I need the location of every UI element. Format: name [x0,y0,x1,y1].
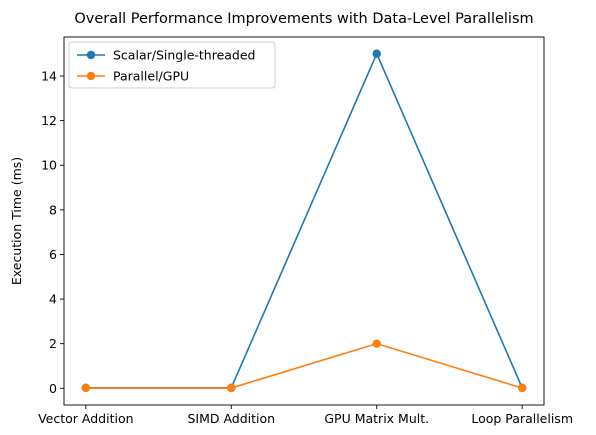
data-point [372,49,381,58]
y-tick-label: 10 [41,158,57,173]
data-point [517,383,527,393]
series-line-1 [85,52,523,389]
legend-entry-2: Parallel/GPU [113,69,189,84]
y-tick-label: 6 [49,247,57,262]
y-tick-label: 14 [41,69,57,84]
y-tick-label: 8 [49,202,57,217]
x-tick-label: Loop Parallelism [471,411,573,426]
data-point [81,383,91,393]
plot-area [81,49,527,393]
x-tick-label: GPU Matrix Mult. [324,411,429,426]
legend-marker-1 [86,50,96,60]
legend-entry-1: Scalar/Single-threaded [113,48,256,63]
legend: Scalar/Single-threaded Parallel/GPU [68,41,276,89]
x-tick-label: Vector Addition [38,411,133,426]
chart-title: Overall Performance Improvements with Da… [74,11,533,27]
y-tick-label: 2 [49,336,57,351]
legend-box [68,41,276,89]
data-point [372,339,381,348]
y-axis-label: Execution Time (ms) [9,157,24,285]
y-tick-label: 0 [49,381,57,396]
axes-frame [63,36,545,406]
series-line-2 [85,342,523,389]
axes: 0 2 4 6 8 10 12 14 Vector Addition SIMD Addition G… [38,36,573,426]
x-tick-label: SIMD Addition [187,411,275,426]
y-tick-label: 4 [49,292,57,307]
legend-marker-2 [86,71,96,81]
data-point [227,383,236,393]
y-tick-label: 12 [41,113,57,128]
